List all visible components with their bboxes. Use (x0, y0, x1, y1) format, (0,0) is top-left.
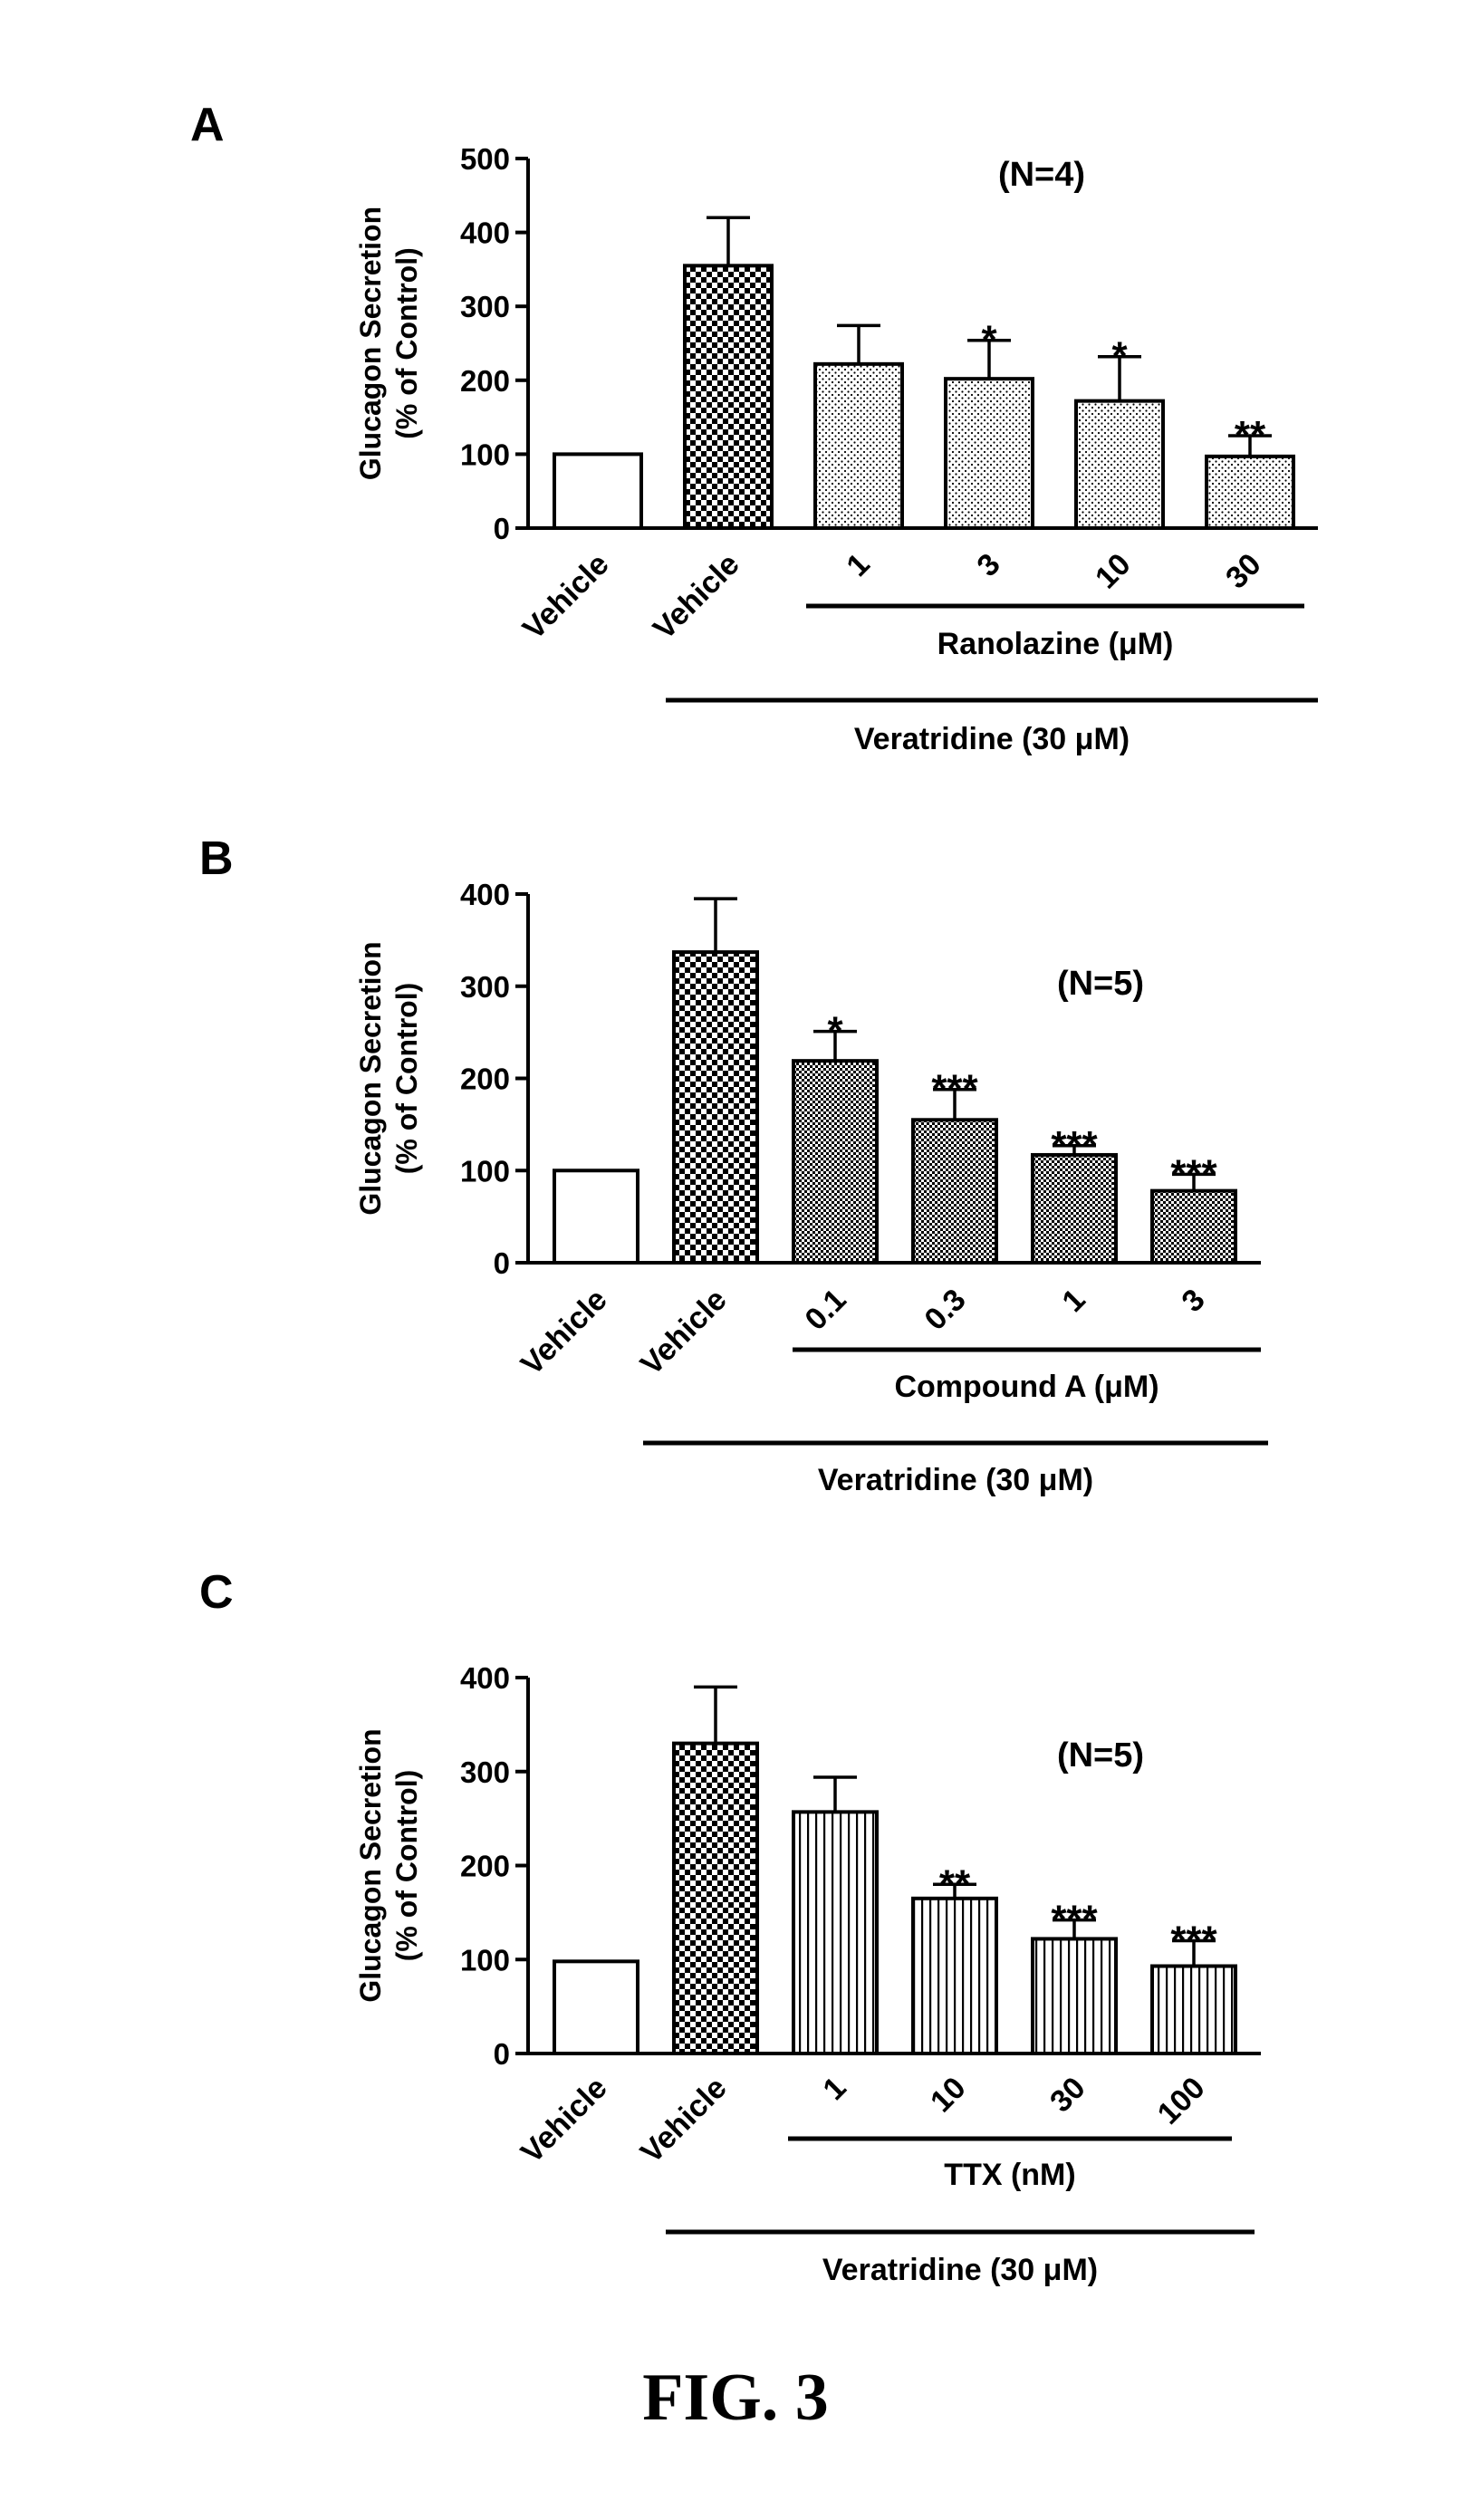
bar (913, 1120, 996, 1263)
significance-marker: *** (1170, 1919, 1217, 1963)
significance-marker: * (1111, 334, 1128, 379)
x-tick-label: 0.3 (918, 1283, 972, 1337)
y-tick-label: 100 (460, 438, 510, 471)
x-tick-label: 30 (1043, 2071, 1092, 2120)
y-tick-label: 200 (460, 1063, 510, 1096)
group-label: Compound A (μM) (894, 1370, 1159, 1404)
group-label: Veratridine (30 μM) (822, 2253, 1098, 2287)
x-tick-label: 1 (816, 2071, 852, 2107)
sample-size-label: (N=4) (998, 156, 1085, 194)
x-tick-label: Vehicle (516, 547, 616, 647)
x-tick-label: Vehicle (647, 547, 746, 647)
significance-marker: *** (931, 1067, 978, 1111)
y-axis-label: Glucagon Secretion (354, 941, 387, 1215)
y-tick-label: 100 (460, 1154, 510, 1188)
bar (815, 364, 902, 528)
bar (793, 1061, 877, 1263)
x-tick-label: 100 (1151, 2071, 1212, 2131)
bar (793, 1812, 877, 2054)
bar (1076, 401, 1163, 528)
group-label: Veratridine (30 μM) (854, 722, 1130, 756)
y-axis-label: (% of Control) (390, 247, 423, 439)
y-axis-label: Glucagon Secretion (354, 207, 387, 480)
panel-a: A 0 100 200 300 400 500 Glucagon Secretion(% of… (190, 99, 1318, 756)
x-tick-label: 10 (1089, 547, 1138, 596)
panel-label: B (199, 832, 234, 885)
x-tick-label: Vehicle (634, 1283, 734, 1382)
group-label: Ranolazine (μM) (937, 627, 1174, 661)
x-tick-label: 10 (924, 2071, 973, 2120)
group-label: Veratridine (30 μM) (818, 1463, 1093, 1497)
y-axis-label: (% of Control) (390, 1770, 423, 1962)
bar (554, 454, 641, 528)
y-tick-label: 300 (460, 1755, 510, 1789)
x-tick-label: Vehicle (514, 1283, 614, 1382)
bar (674, 1744, 757, 2054)
significance-marker: * (981, 318, 997, 362)
panel-c: C 0 100 200 300 400 Glucagon Secretion(% of Co… (199, 1566, 1261, 2287)
bar (1152, 1191, 1235, 1263)
significance-marker: *** (1170, 1151, 1217, 1196)
y-tick-label: 300 (460, 290, 510, 323)
x-tick-label: 1 (1055, 1283, 1091, 1319)
bar (674, 952, 757, 1263)
significance-marker: *** (1051, 1898, 1098, 1942)
bar (1152, 1967, 1235, 2054)
y-tick-label: 100 (460, 1943, 510, 1977)
y-tick-label: 0 (494, 1246, 510, 1280)
significance-marker: *** (1051, 1123, 1098, 1168)
y-tick-label: 400 (460, 878, 510, 911)
bar (685, 265, 772, 528)
x-tick-label: 30 (1219, 547, 1268, 596)
sample-size-label: (N=5) (1057, 965, 1144, 1003)
sample-size-label: (N=5) (1057, 1736, 1144, 1775)
x-tick-label: 3 (970, 547, 1006, 583)
y-tick-label: 400 (460, 216, 510, 250)
x-tick-label: Vehicle (634, 2071, 734, 2170)
bar (946, 379, 1033, 528)
y-tick-label: 200 (460, 1850, 510, 1883)
significance-marker: ** (1235, 413, 1266, 457)
bar (554, 1170, 638, 1263)
y-tick-label: 200 (460, 364, 510, 398)
y-axis-label: (% of Control) (390, 983, 423, 1175)
y-tick-label: 300 (460, 970, 510, 1004)
figure-caption: FIG. 3 (0, 2360, 1471, 2437)
x-tick-label: 3 (1175, 1283, 1211, 1319)
group-label: TTX (nM) (944, 2158, 1075, 2192)
y-tick-label: 0 (494, 2037, 510, 2071)
y-tick-label: 0 (494, 512, 510, 545)
bar (554, 1961, 638, 2054)
bar (1033, 1938, 1116, 2054)
y-tick-label: 500 (460, 142, 510, 176)
x-tick-label: 0.1 (798, 1283, 852, 1337)
y-axis-label: Glucagon Secretion (354, 1728, 387, 2002)
significance-marker: ** (939, 1861, 971, 1906)
significance-marker: * (827, 1009, 843, 1053)
panel-label: A (190, 99, 225, 151)
y-tick-label: 400 (460, 1661, 510, 1695)
bar (1207, 457, 1293, 528)
panel-b: B 0 100 200 300 400 Glucagon Secretion(% of Co… (199, 832, 1268, 1497)
x-tick-label: Vehicle (514, 2071, 614, 2170)
bar (1033, 1155, 1116, 1263)
panel-label: C (199, 1566, 234, 1619)
x-tick-label: 1 (840, 547, 876, 583)
bar (913, 1899, 996, 2054)
